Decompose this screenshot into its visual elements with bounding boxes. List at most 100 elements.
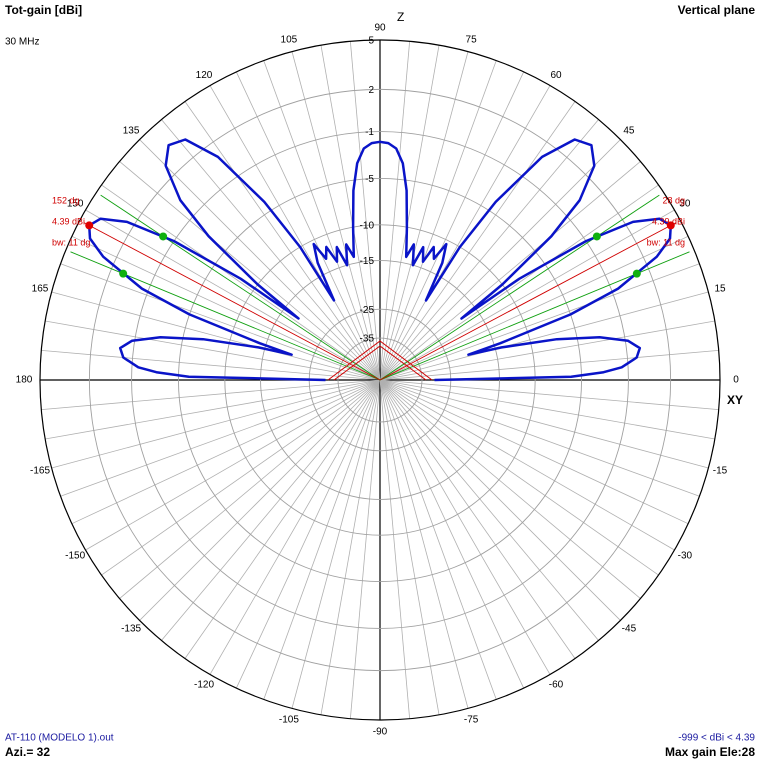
max-gain-value: 4.39 dBi xyxy=(52,216,85,226)
spoke xyxy=(71,379,381,525)
spoke xyxy=(51,379,381,469)
ring xyxy=(39,39,721,721)
azimuth-label: Azi.= 32 xyxy=(5,745,50,759)
ring xyxy=(88,88,672,672)
ring xyxy=(131,131,629,629)
spoke xyxy=(349,379,381,719)
spoke xyxy=(379,71,525,381)
ring-label: -1 xyxy=(365,127,374,138)
angle-label: 60 xyxy=(550,70,562,81)
spoke xyxy=(379,263,700,381)
spoke xyxy=(139,139,381,381)
bw-dot xyxy=(119,269,128,278)
bw-line xyxy=(100,194,381,381)
max-line xyxy=(379,222,676,381)
spoke xyxy=(379,45,440,381)
spoke xyxy=(41,349,381,381)
spoke xyxy=(379,379,659,576)
ring-label: -10 xyxy=(360,220,375,231)
spoke xyxy=(209,379,381,675)
spoke xyxy=(379,379,719,411)
spoke xyxy=(379,320,715,381)
spoke xyxy=(379,41,411,381)
angle-label: -75 xyxy=(464,715,479,726)
max-gain-label: Max gain Ele:28 xyxy=(665,745,755,759)
spoke xyxy=(379,379,525,689)
angle-label: -105 xyxy=(279,715,299,726)
max-angle-label: 28 dg xyxy=(662,195,685,205)
spoke xyxy=(379,51,469,381)
angle-label: -15 xyxy=(713,466,728,477)
spoke xyxy=(379,184,659,381)
spoke xyxy=(379,379,497,700)
spoke xyxy=(379,379,551,675)
spoke xyxy=(263,379,381,700)
ground-symbol xyxy=(327,340,433,381)
ring-label: -15 xyxy=(360,256,375,267)
spoke xyxy=(161,379,381,641)
spoke xyxy=(119,379,381,599)
file-label: AT-110 (MODELO 1).out xyxy=(5,733,114,744)
spoke xyxy=(51,291,381,381)
angle-label: 180 xyxy=(16,375,33,386)
spoke xyxy=(379,60,497,381)
angle-label: -45 xyxy=(622,624,637,635)
angle-label: 120 xyxy=(196,70,213,81)
spoke xyxy=(379,379,641,599)
spoke xyxy=(45,320,381,381)
chart-title: Tot-gain [dBi] xyxy=(5,3,82,17)
ring-label: -35 xyxy=(360,334,375,345)
angle-label: -60 xyxy=(549,679,564,690)
spoke xyxy=(184,379,381,659)
spoke xyxy=(85,379,381,551)
spoke xyxy=(60,379,381,497)
bw-dot xyxy=(632,269,641,278)
angle-label: 45 xyxy=(623,126,635,137)
bw-dot xyxy=(159,232,168,241)
angle-label: 0 xyxy=(733,375,739,386)
spoke xyxy=(139,379,381,621)
angle-label: 135 xyxy=(123,126,140,137)
spoke xyxy=(379,379,576,659)
spoke xyxy=(320,45,381,381)
beamwidth-label: bw: 11 dg xyxy=(647,237,685,247)
spoke xyxy=(379,139,621,381)
ring xyxy=(224,224,536,536)
spoke xyxy=(379,379,689,525)
spoke xyxy=(379,379,715,440)
spoke xyxy=(41,379,381,411)
angle-label: -135 xyxy=(121,624,141,635)
beamwidth-label: bw: 11 dg xyxy=(52,237,90,247)
spoke xyxy=(184,101,381,381)
spoke xyxy=(379,379,411,719)
spoke xyxy=(379,379,675,551)
spoke xyxy=(379,379,440,715)
spoke xyxy=(379,209,675,381)
angle-label: 30 xyxy=(679,199,691,210)
spoke xyxy=(379,379,621,621)
spoke xyxy=(379,235,689,381)
spoke xyxy=(379,119,599,381)
ring xyxy=(337,337,423,423)
angle-label: -90 xyxy=(373,727,388,738)
max-dot xyxy=(85,221,94,230)
spoke xyxy=(379,161,641,381)
range-label: -999 < dBi < 4.39 xyxy=(678,733,755,744)
spoke xyxy=(235,379,381,689)
angle-label: 165 xyxy=(32,284,49,295)
max-dot xyxy=(666,221,675,230)
angle-label: 15 xyxy=(714,284,726,295)
ring xyxy=(260,260,500,500)
spoke xyxy=(101,184,381,381)
spoke xyxy=(379,85,551,381)
spoke xyxy=(85,209,381,381)
angle-label: -120 xyxy=(194,679,214,690)
angle-label: -150 xyxy=(65,551,85,562)
spoke xyxy=(235,71,381,381)
spoke xyxy=(45,379,381,440)
spoke xyxy=(60,263,381,381)
spoke xyxy=(379,379,599,641)
max-gain-value: 4.39 dBi xyxy=(652,216,685,226)
spoke xyxy=(379,291,709,381)
